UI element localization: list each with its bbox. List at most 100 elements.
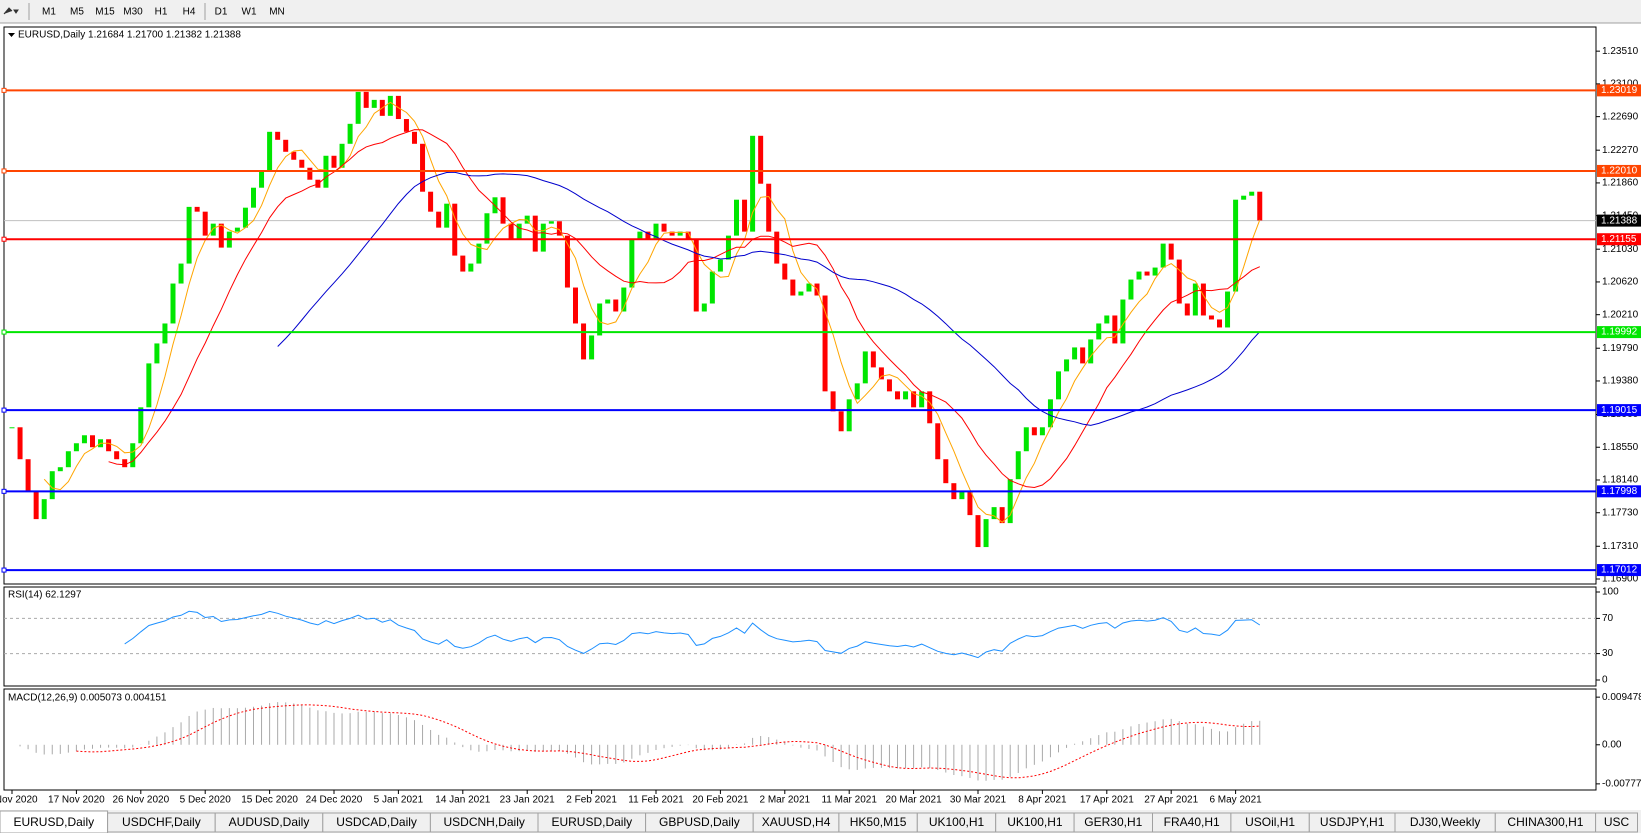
candle: [259, 171, 265, 188]
level-marker: [1, 407, 7, 413]
tab-label[interactable]: USDCNH,Daily: [444, 815, 525, 829]
candle: [589, 335, 595, 360]
moving-average: [108, 129, 1261, 489]
tab-label[interactable]: EURUSD,Daily: [551, 815, 632, 829]
level-marker: [1, 168, 7, 174]
candle: [556, 221, 562, 236]
timeframe-button[interactable]: D1: [215, 7, 228, 18]
level-label: 1.17012: [1601, 565, 1638, 576]
candle: [484, 213, 490, 244]
candle: [629, 239, 635, 288]
candle: [581, 323, 587, 360]
current-price-label-bg: [1597, 214, 1641, 227]
candle: [1104, 315, 1110, 324]
tab[interactable]: [1595, 812, 1638, 833]
timeframe-button[interactable]: M1: [42, 7, 56, 18]
candle: [1056, 371, 1061, 400]
price-tick-label: 1.18140: [1602, 475, 1639, 486]
tab-label[interactable]: USC: [1604, 815, 1630, 829]
level-label: 1.22010: [1601, 166, 1638, 177]
date-label: 30 Mar 2021: [950, 795, 1007, 806]
level-label-bg: [1597, 404, 1641, 417]
tab-label[interactable]: XAUUSD,H4: [762, 815, 831, 829]
macd-signal: [76, 704, 1260, 779]
candle: [822, 295, 828, 392]
timeframe-button[interactable]: MN: [269, 7, 285, 18]
candle: [428, 191, 434, 212]
candle: [25, 459, 31, 492]
tab-label[interactable]: EURUSD,Daily: [13, 815, 94, 829]
level-marker: [1, 236, 7, 242]
tab-label[interactable]: HK50,M15: [850, 815, 907, 829]
candle: [1249, 191, 1255, 196]
candle: [420, 143, 426, 192]
price-tick-label: 1.22270: [1602, 145, 1639, 156]
candle: [798, 291, 804, 296]
level-label: 1.21155: [1601, 234, 1637, 245]
tab-label[interactable]: GER30,H1: [1084, 815, 1142, 829]
candle: [758, 135, 764, 184]
candle: [1225, 291, 1231, 328]
timeframe-button[interactable]: M5: [70, 7, 84, 18]
candle: [838, 411, 844, 432]
candle: [693, 239, 699, 312]
candle: [1200, 283, 1206, 316]
candle: [106, 439, 112, 452]
candle: [114, 451, 120, 460]
timeframe-button[interactable]: M15: [95, 7, 115, 18]
tab-label[interactable]: UK100,H1: [1007, 815, 1063, 829]
candle: [750, 135, 756, 232]
date-label: 11 Feb 2021: [628, 795, 684, 806]
timeframe-button[interactable]: M30: [123, 7, 143, 18]
tab-label[interactable]: USOil,H1: [1245, 815, 1295, 829]
candle: [41, 499, 47, 520]
candle: [412, 131, 417, 144]
rsi-tick-label: 0: [1602, 675, 1608, 686]
tab-label[interactable]: USDCAD,Daily: [336, 815, 417, 829]
header-arrow[interactable]: [8, 33, 15, 37]
candle: [1176, 259, 1182, 304]
candle: [943, 459, 949, 484]
candle: [1217, 319, 1222, 328]
rsi-line: [124, 610, 1261, 659]
date-label: 20 Feb 2021: [692, 795, 749, 806]
candle: [653, 223, 659, 240]
candle: [307, 167, 313, 180]
tab-label[interactable]: CHINA300,H1: [1507, 815, 1583, 829]
macd-tick-label: 0.009478: [1602, 692, 1641, 703]
price-tick-label: 1.23100: [1602, 79, 1639, 90]
tab-label[interactable]: USDJPY,H1: [1320, 815, 1385, 829]
timeframe-button[interactable]: W1: [242, 7, 257, 18]
candle: [870, 351, 876, 368]
candle: [597, 303, 603, 336]
tab-label[interactable]: DJ30,Weekly: [1410, 815, 1480, 829]
tab-label[interactable]: USDCHF,Daily: [122, 815, 201, 829]
macd-tick-label: -0.007778: [1602, 779, 1641, 790]
candle: [194, 206, 200, 212]
date-label: 2 Mar 2021: [760, 795, 811, 806]
candle: [532, 215, 538, 252]
price-tick-label: 1.21860: [1602, 178, 1639, 189]
candle: [444, 203, 450, 228]
date-label: 27 Apr 2021: [1144, 795, 1198, 806]
date-label: 26 Nov 2020: [112, 795, 169, 806]
level-label: 1.23019: [1601, 85, 1638, 96]
tab-label[interactable]: GBPUSD,Daily: [659, 815, 740, 829]
date-label: 11 Mar 2021: [821, 795, 877, 806]
tab-label[interactable]: FRA40,H1: [1164, 815, 1220, 829]
price-tick-label: 1.22690: [1602, 111, 1639, 122]
tab-label[interactable]: UK100,H1: [929, 815, 985, 829]
candle: [548, 221, 554, 224]
candle: [299, 159, 305, 168]
candle: [33, 491, 39, 520]
timeframe-button[interactable]: H1: [155, 7, 168, 18]
candle: [613, 299, 619, 312]
timeframe-button[interactable]: H4: [183, 7, 196, 18]
candle: [1257, 191, 1263, 221]
candle: [242, 207, 248, 228]
candle: [919, 391, 925, 408]
tab-label[interactable]: AUDUSD,Daily: [229, 815, 310, 829]
tool-icon[interactable]: [3, 7, 19, 15]
candle: [275, 131, 281, 140]
